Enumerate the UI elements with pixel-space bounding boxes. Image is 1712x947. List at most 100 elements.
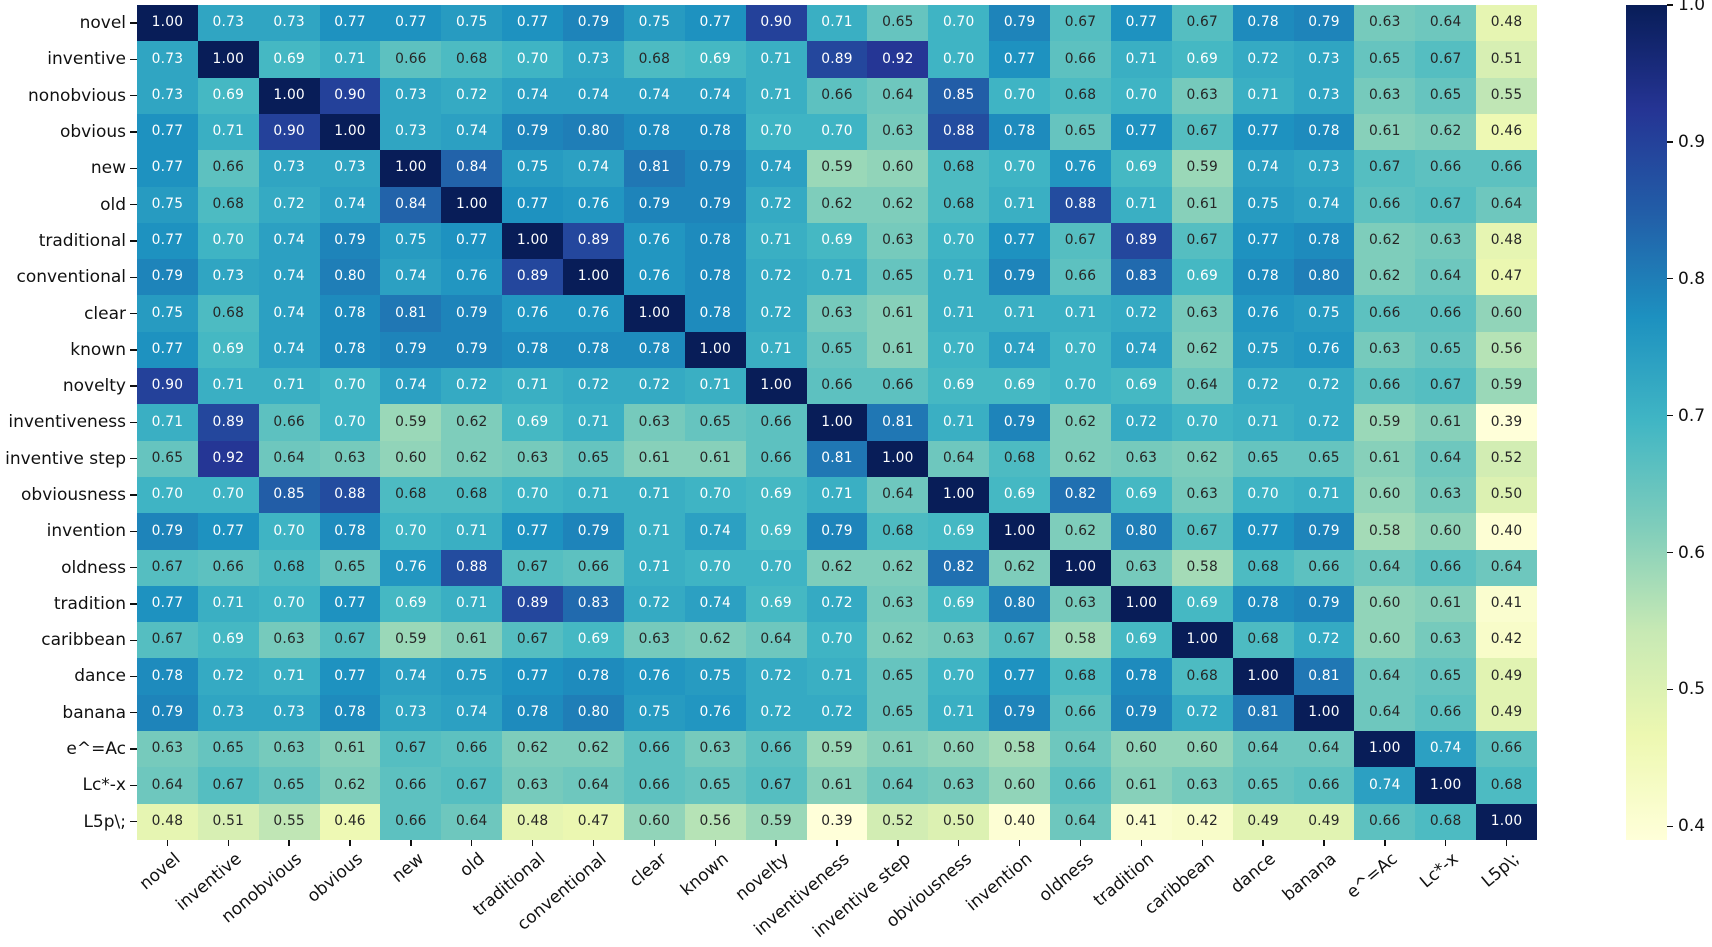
heatmap-cell: 0.72 [806, 585, 868, 623]
heatmap-cell: 0.72 [441, 77, 503, 114]
heatmap-cell: 0.68 [623, 41, 685, 78]
heatmap-cell: 0.70 [684, 549, 746, 586]
heatmap-cell: 0.81 [1293, 658, 1355, 695]
heatmap-cell: 0.64 [1354, 549, 1416, 586]
heatmap-cell: 0.68 [1232, 549, 1294, 586]
heatmap-cell: 0.59 [745, 803, 807, 840]
heatmap-cell: 0.74 [684, 77, 746, 114]
heatmap-cell: 0.71 [684, 368, 746, 405]
heatmap-cell: 0.64 [563, 767, 624, 804]
heatmap-cell: 0.42 [1171, 803, 1233, 840]
heatmap-cell: 0.65 [684, 767, 746, 804]
heatmap-cell: 0.74 [380, 368, 442, 405]
heatmap-cell: 0.70 [197, 222, 259, 260]
x-tick-mark [1323, 840, 1325, 846]
heatmap-cell: 0.56 [1476, 331, 1537, 369]
heatmap-cell: 0.66 [806, 77, 868, 114]
colorbar-tick-label: 0.5 [1678, 679, 1706, 700]
heatmap-cell: 0.62 [1050, 513, 1111, 550]
y-label-row: L5p\; [0, 804, 137, 840]
x-tick-mark [1505, 840, 1508, 846]
heatmap-cell: 0.71 [137, 404, 198, 441]
heatmap-cell: 0.61 [867, 731, 929, 768]
y-tick-mark [130, 58, 137, 61]
y-tick-label: Lc*-x [82, 775, 126, 796]
heatmap-cell: 0.62 [1050, 440, 1111, 477]
heatmap-cell: 0.71 [502, 368, 564, 405]
heatmap-cell: 0.79 [989, 404, 1051, 441]
x-tick-mark [166, 840, 169, 846]
heatmap-cell: 0.67 [197, 767, 259, 804]
heatmap-cell: 0.71 [197, 113, 259, 151]
heatmap-cell: 0.67 [1171, 5, 1233, 42]
heatmap-cell: 0.65 [684, 404, 746, 441]
colorbar-tick-label: 0.4 [1678, 816, 1706, 837]
heatmap-cell: 0.72 [745, 186, 807, 223]
heatmap-cell: 0.76 [1232, 295, 1294, 332]
y-label-row: traditional [0, 223, 137, 259]
heatmap-cell: 0.66 [1050, 767, 1111, 804]
heatmap-cell: 0.63 [1110, 549, 1172, 586]
heatmap-cell: 0.68 [441, 476, 503, 514]
colorbar-tick-mark [1667, 141, 1673, 143]
heatmap-cell: 0.71 [623, 476, 685, 514]
heatmap-cell: 0.69 [563, 622, 624, 659]
heatmap-cell: 0.65 [1415, 331, 1477, 369]
heatmap-cell: 0.66 [745, 440, 807, 477]
heatmap-cell: 0.64 [1476, 186, 1537, 223]
heatmap-cell: 0.73 [258, 694, 320, 732]
heatmap-cell: 0.64 [1415, 5, 1477, 42]
colorbar-tick-label: 0.8 [1678, 268, 1706, 289]
heatmap-cell: 0.73 [563, 41, 624, 78]
y-tick-mark [130, 458, 137, 460]
heatmap-cell: 1.00 [319, 113, 381, 151]
heatmap-cell: 0.63 [502, 767, 564, 804]
heatmap-cell: 0.62 [1171, 440, 1233, 477]
y-tick-mark [130, 748, 137, 750]
heatmap-cell: 0.70 [745, 113, 807, 151]
heatmap-cell: 0.70 [684, 476, 746, 514]
heatmap-cell: 0.63 [1171, 767, 1233, 804]
heatmap-cell: 0.64 [867, 476, 929, 514]
y-tick-mark [130, 675, 137, 678]
heatmap-cell: 0.70 [928, 5, 990, 42]
heatmap-cell: 0.63 [1050, 585, 1111, 623]
heatmap-cell: 0.60 [1354, 622, 1416, 659]
heatmap-cell: 0.59 [380, 404, 442, 441]
heatmap-cell: 1.00 [1293, 694, 1355, 732]
heatmap-cell: 0.72 [1110, 295, 1172, 332]
heatmap-cell: 0.67 [1415, 41, 1477, 78]
heatmap-cell: 0.42 [1476, 622, 1537, 659]
y-label-row: inventive [0, 41, 137, 77]
heatmap-cell: 0.73 [380, 77, 442, 114]
y-tick-mark [130, 494, 137, 496]
heatmap-cell: 0.79 [623, 186, 685, 223]
heatmap-cell: 0.72 [1293, 368, 1355, 405]
heatmap-cell: 0.69 [928, 585, 990, 623]
heatmap-cell: 0.67 [1171, 513, 1233, 550]
heatmap-cell: 0.88 [319, 476, 381, 514]
heatmap-cell: 0.48 [137, 803, 198, 840]
heatmap-cell: 0.72 [1293, 404, 1355, 441]
heatmap-cell: 0.67 [1415, 186, 1477, 223]
heatmap-cell: 0.71 [1232, 404, 1294, 441]
heatmap-cell: 0.69 [197, 331, 259, 369]
heatmap-cell: 0.69 [258, 41, 320, 78]
heatmap-cell: 0.78 [319, 513, 381, 550]
heatmap-cell: 0.79 [137, 513, 198, 550]
heatmap-cell: 0.84 [380, 186, 442, 223]
heatmap-cell: 0.70 [319, 368, 381, 405]
heatmap-cell: 0.66 [623, 731, 685, 768]
y-label-row: Lc*-x [0, 767, 137, 803]
heatmap-cell: 0.68 [1171, 658, 1233, 695]
heatmap-cell: 0.90 [137, 368, 198, 405]
heatmap-cell: 0.61 [1354, 113, 1416, 151]
heatmap-cell: 0.76 [684, 694, 746, 732]
heatmap-cell: 1.00 [1050, 549, 1111, 586]
heatmap-cell: 0.68 [441, 41, 503, 78]
heatmap-cell: 0.58 [1050, 622, 1111, 659]
heatmap-cell: 0.77 [319, 585, 381, 623]
heatmap-cell: 0.71 [989, 186, 1051, 223]
heatmap-cell: 0.71 [745, 77, 807, 114]
heatmap-cell: 0.71 [928, 694, 990, 732]
